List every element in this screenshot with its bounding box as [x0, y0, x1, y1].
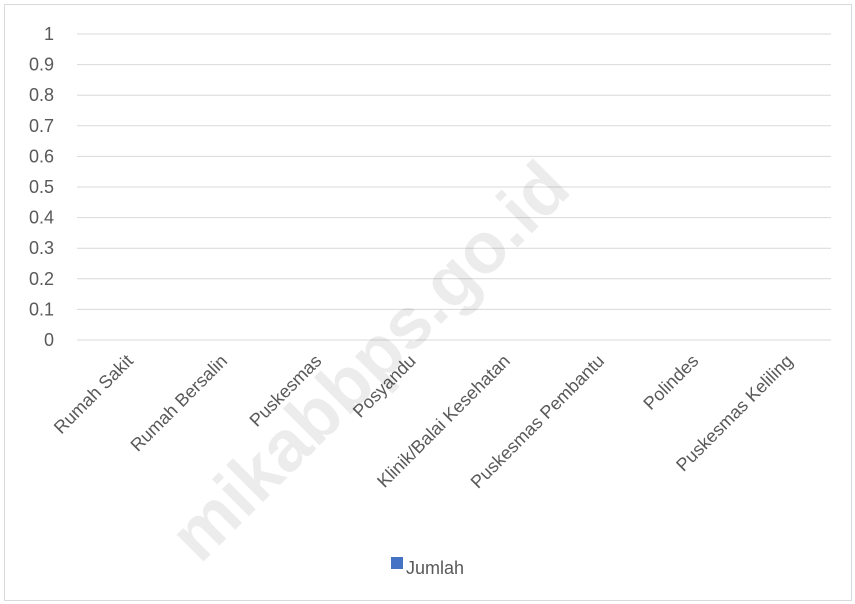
x-tick-label: Polindes — [639, 351, 702, 414]
y-tick-label: 0 — [44, 330, 54, 350]
gridlines — [77, 33, 831, 341]
y-tick-label: 0.1 — [29, 299, 54, 319]
y-tick-label: 1 — [44, 24, 54, 44]
bar-chart: 0 0.1 0.2 0.3 0.4 0.5 0.6 0.7 0.8 0.9 1 Rumah Saki… — [29, 24, 831, 578]
y-tick-label: 0.2 — [29, 269, 54, 289]
y-tick-label: 0.7 — [29, 116, 54, 136]
y-tick-label: 0.3 — [29, 238, 54, 258]
y-tick-label: 0.4 — [29, 208, 54, 228]
y-tick-label: 0.8 — [29, 85, 54, 105]
legend-label: Jumlah — [406, 558, 464, 578]
legend-swatch — [391, 557, 403, 569]
x-tick-label: Rumah Sakit — [50, 351, 137, 438]
x-tick-label: Rumah Bersalin — [127, 351, 232, 456]
chart-frame: 0 0.1 0.2 0.3 0.4 0.5 0.6 0.7 0.8 0.9 1 Rumah Saki… — [4, 4, 852, 601]
y-tick-label: 0.9 — [29, 55, 54, 75]
legend: Jumlah — [391, 557, 464, 578]
y-tick-label: 0.6 — [29, 146, 54, 166]
y-tick-label: 0.5 — [29, 177, 54, 197]
y-axis-ticks: 0 0.1 0.2 0.3 0.4 0.5 0.6 0.7 0.8 0.9 1 — [29, 24, 54, 350]
